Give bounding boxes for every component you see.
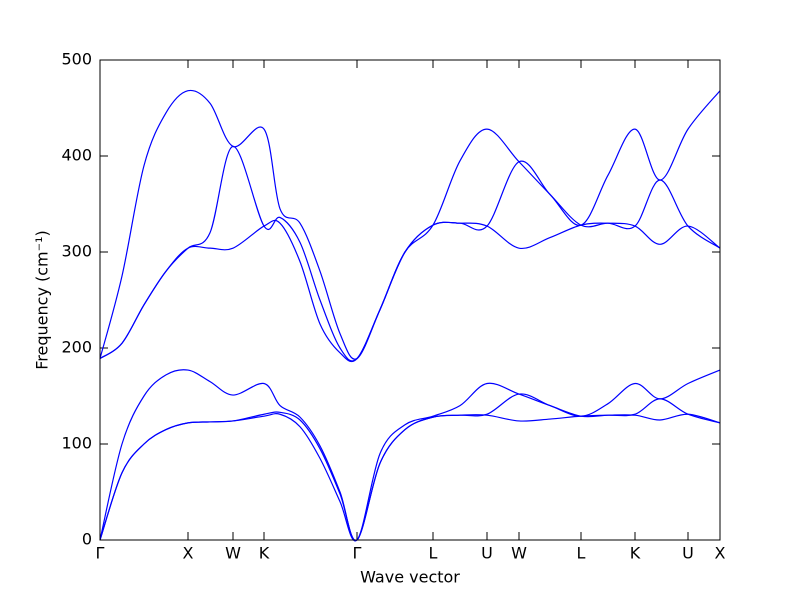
band-line bbox=[99, 369, 721, 542]
x-tick-label: W bbox=[511, 544, 527, 563]
x-tick-label: K bbox=[259, 544, 270, 563]
x-tick-label: U bbox=[682, 544, 694, 563]
band-line bbox=[99, 89, 721, 360]
x-tick-label: Γ bbox=[353, 544, 362, 563]
x-tick-label: U bbox=[481, 544, 493, 563]
y-tick-label: 100 bbox=[61, 434, 92, 453]
band-line bbox=[99, 145, 721, 362]
x-tick-label: X bbox=[715, 544, 726, 563]
plot-frame bbox=[99, 59, 721, 541]
y-tick-label: 200 bbox=[61, 338, 92, 357]
x-tick-label: K bbox=[630, 544, 641, 563]
x-tick-label: Γ bbox=[96, 544, 105, 563]
x-tick-label: W bbox=[225, 544, 241, 563]
band-line bbox=[99, 393, 721, 541]
y-tick-label: 300 bbox=[61, 242, 92, 261]
band-line bbox=[99, 413, 721, 542]
x-tick-label: X bbox=[183, 544, 194, 563]
y-axis-label: Frequency (cm⁻¹) bbox=[33, 230, 52, 369]
y-tick-label: 400 bbox=[61, 146, 92, 165]
x-tick-label: L bbox=[429, 544, 438, 563]
x-tick-label: L bbox=[577, 544, 586, 563]
band-line bbox=[99, 219, 721, 363]
x-axis-label: Wave vector bbox=[360, 568, 460, 587]
y-tick-label: 500 bbox=[61, 50, 92, 69]
y-tick-label: 0 bbox=[82, 530, 92, 549]
